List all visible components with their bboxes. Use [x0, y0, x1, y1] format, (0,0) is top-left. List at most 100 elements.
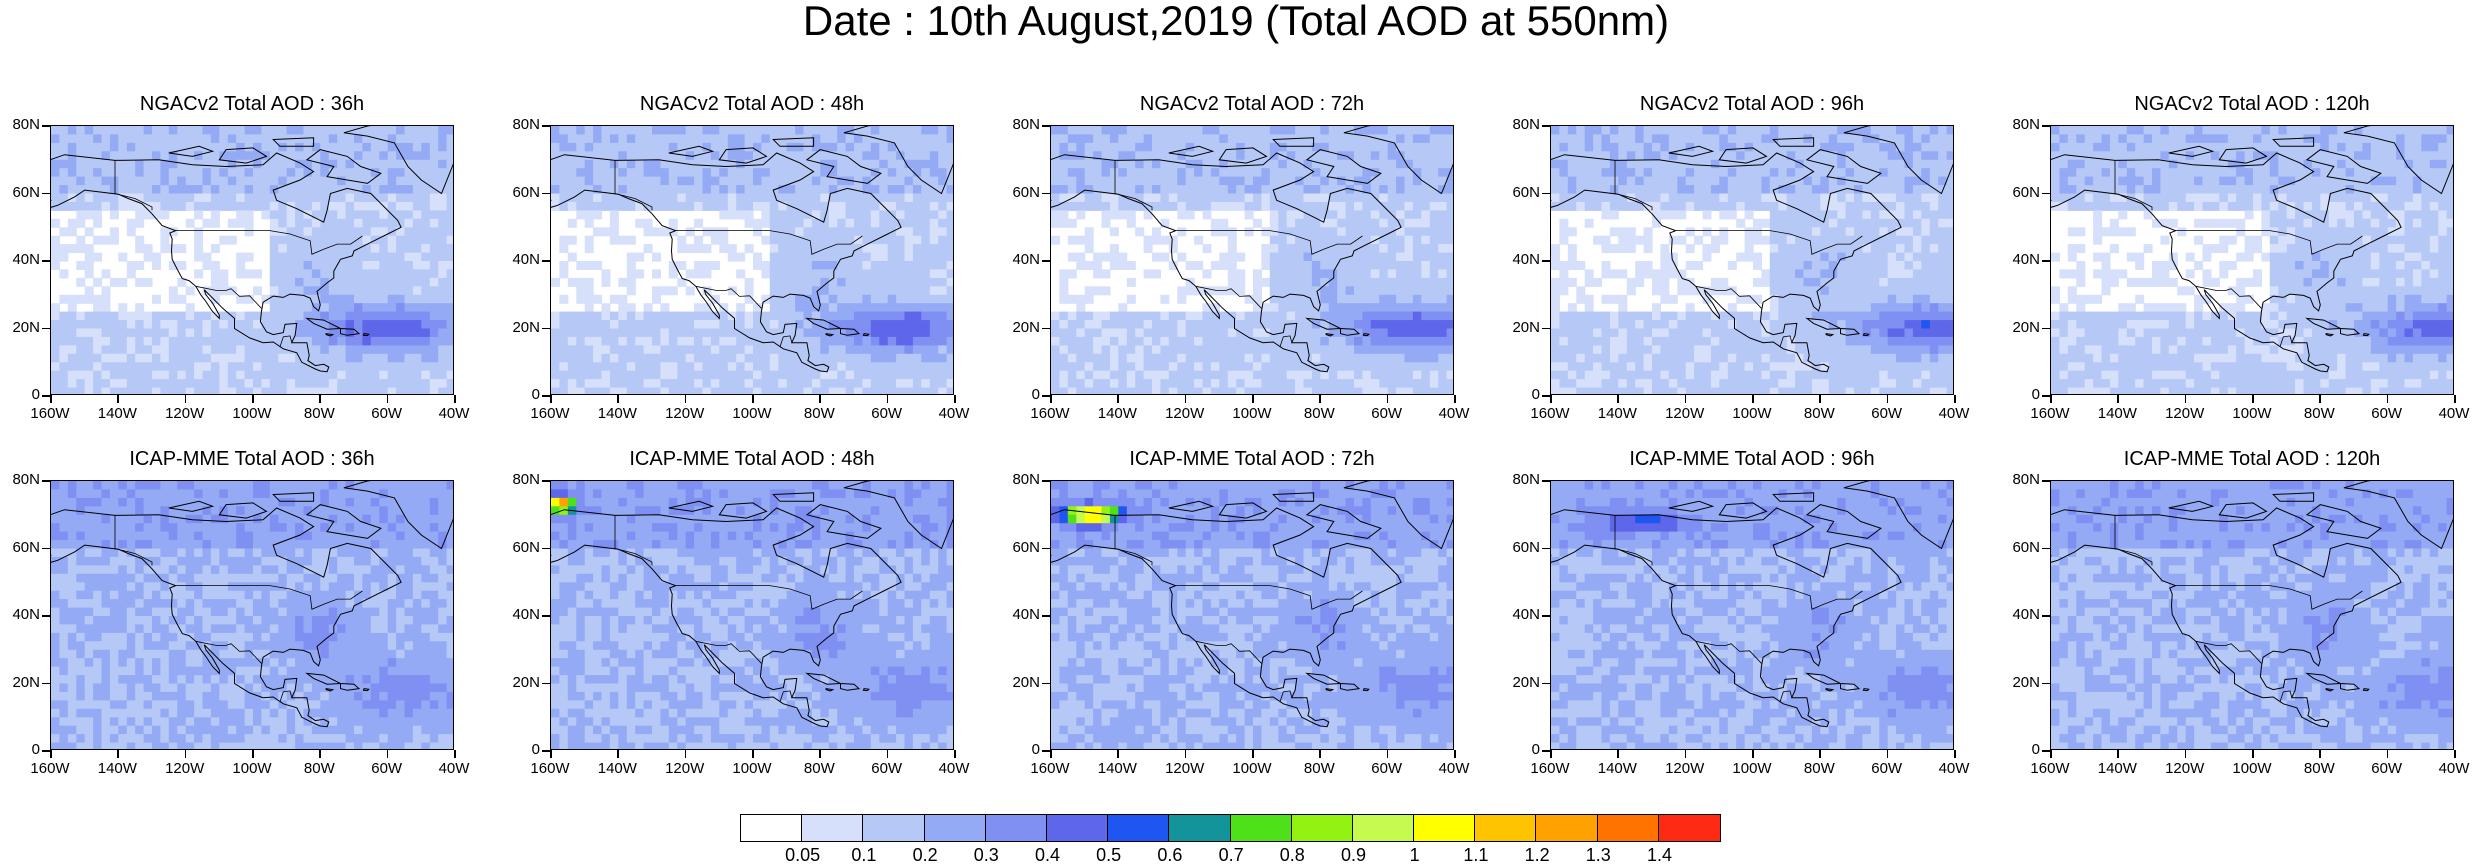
x-tick — [1319, 750, 1321, 758]
colorbar-label: 0.7 — [1206, 845, 1256, 866]
panel-title: ICAP-MME Total AOD : 96h — [1550, 448, 1954, 471]
x-tick-label: 120W — [160, 760, 210, 777]
y-tick — [42, 125, 50, 127]
x-tick-label: 60W — [862, 405, 912, 422]
x-tick — [1252, 395, 1254, 403]
colorbar-swatch — [925, 815, 986, 841]
x-tick-label: 80W — [2294, 405, 2344, 422]
panel-title: NGACv2 Total AOD : 120h — [2050, 93, 2454, 116]
x-tick-label: 60W — [1862, 405, 1912, 422]
x-tick — [1454, 395, 1456, 403]
y-tick — [2042, 260, 2050, 262]
y-tick-label: 20N — [0, 674, 40, 691]
x-tick-label: 120W — [660, 405, 710, 422]
y-tick — [42, 328, 50, 330]
y-tick — [42, 480, 50, 482]
x-tick — [1387, 750, 1389, 758]
panel-title: ICAP-MME Total AOD : 48h — [550, 448, 954, 471]
aod-field — [1051, 481, 1454, 750]
y-tick-label: 40N — [1500, 251, 1540, 268]
x-tick-label: 80W — [1794, 405, 1844, 422]
y-tick — [1042, 125, 1050, 127]
x-tick-label: 80W — [1794, 760, 1844, 777]
aod-map — [1551, 126, 1954, 395]
colorbar-label: 0.6 — [1145, 845, 1195, 866]
x-tick-label: 160W — [1525, 760, 1575, 777]
y-tick — [1542, 750, 1550, 752]
y-tick — [1542, 683, 1550, 685]
y-tick — [542, 125, 550, 127]
y-tick-label: 60N — [500, 539, 540, 556]
x-tick — [1685, 750, 1687, 758]
x-tick — [50, 395, 52, 403]
x-tick-label: 100W — [227, 760, 277, 777]
x-tick-label: 140W — [1092, 405, 1142, 422]
panel-title: NGACv2 Total AOD : 48h — [550, 93, 954, 116]
x-tick — [252, 750, 254, 758]
y-tick-label: 80N — [1000, 471, 1040, 488]
y-tick — [42, 548, 50, 550]
x-tick-label: 60W — [1362, 760, 1412, 777]
y-tick — [1042, 193, 1050, 195]
y-tick — [2042, 193, 2050, 195]
aod-map — [51, 481, 454, 750]
y-tick-label: 40N — [0, 606, 40, 623]
y-tick — [1542, 260, 1550, 262]
x-tick-label: 120W — [660, 760, 710, 777]
y-tick-label: 0 — [1500, 741, 1540, 758]
x-tick-label: 40W — [1929, 760, 1979, 777]
map-plot-area — [550, 480, 954, 750]
y-tick — [42, 193, 50, 195]
colorbar-swatch — [1231, 815, 1292, 841]
y-tick — [1042, 395, 1050, 397]
aod-map — [1551, 481, 1954, 750]
map-plot-area — [50, 480, 454, 750]
y-tick — [2042, 328, 2050, 330]
x-tick-label: 80W — [794, 760, 844, 777]
y-tick-label: 20N — [2000, 674, 2040, 691]
y-tick — [1542, 125, 1550, 127]
x-tick-label: 160W — [25, 760, 75, 777]
x-tick — [819, 395, 821, 403]
x-tick — [2319, 395, 2321, 403]
y-tick — [542, 328, 550, 330]
y-tick — [542, 750, 550, 752]
x-tick-label: 40W — [2429, 760, 2472, 777]
map-plot-area — [2050, 480, 2454, 750]
x-tick — [185, 395, 187, 403]
x-tick-label: 60W — [362, 405, 412, 422]
x-tick-label: 40W — [429, 760, 479, 777]
y-tick — [42, 683, 50, 685]
y-tick — [42, 615, 50, 617]
map-plot-area — [1550, 125, 1954, 395]
x-tick — [752, 395, 754, 403]
y-tick-label: 80N — [1000, 116, 1040, 133]
x-tick — [454, 750, 456, 758]
panel-title: ICAP-MME Total AOD : 72h — [1050, 448, 1454, 471]
x-tick — [1550, 750, 1552, 758]
x-tick — [319, 395, 321, 403]
colorbar-swatch — [1047, 815, 1108, 841]
y-tick-label: 20N — [0, 319, 40, 336]
x-tick — [117, 395, 119, 403]
x-tick — [50, 750, 52, 758]
y-tick — [2042, 395, 2050, 397]
colorbar-swatch — [1536, 815, 1597, 841]
x-tick — [685, 750, 687, 758]
x-tick-label: 120W — [2160, 760, 2210, 777]
colorbar-swatch — [863, 815, 924, 841]
x-tick-label: 40W — [1429, 760, 1479, 777]
y-tick-label: 40N — [2000, 251, 2040, 268]
y-tick — [1042, 480, 1050, 482]
x-tick — [1752, 395, 1754, 403]
x-tick — [1387, 395, 1389, 403]
map-plot-area — [1050, 480, 1454, 750]
y-tick-label: 40N — [500, 251, 540, 268]
x-tick — [1752, 750, 1754, 758]
y-tick-label: 60N — [1500, 539, 1540, 556]
x-tick-label: 140W — [2092, 760, 2142, 777]
y-tick — [1042, 548, 1050, 550]
